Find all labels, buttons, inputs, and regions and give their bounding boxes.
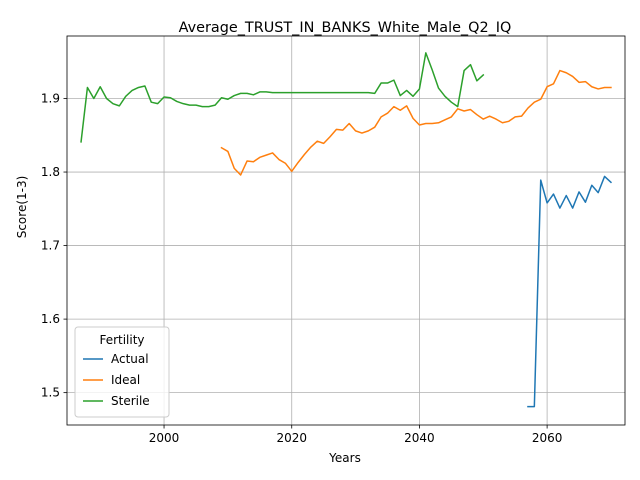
y-tick-label: 1.9: [41, 92, 60, 106]
x-tick-label: 2000: [149, 431, 180, 445]
legend-label-actual: Actual: [111, 352, 149, 366]
x-tick-label: 2040: [404, 431, 435, 445]
grid-lines: [67, 36, 625, 425]
legend-label-sterile: Sterile: [111, 394, 150, 408]
legend-box: [74, 326, 170, 418]
axis-ticks: 2000 2020 2040 2060 1.5 1.6 1.7 1.8 1.9: [41, 92, 562, 445]
series-line-sterile: [80, 52, 485, 143]
x-axis-label: Years: [328, 451, 361, 465]
legend-title: Fertility: [99, 333, 144, 347]
plot-frame: [66, 35, 626, 426]
y-tick-label: 1.6: [41, 312, 60, 326]
y-tick-label: 1.7: [41, 239, 60, 253]
legend: Fertility Actual Ideal Sterile: [74, 326, 170, 418]
x-tick-label: 2020: [276, 431, 307, 445]
x-tick-label: 2060: [532, 431, 563, 445]
y-tick-label: 1.5: [41, 386, 60, 400]
y-axis-label: Score(1-3): [15, 176, 29, 239]
series-line-ideal: [220, 69, 612, 176]
legend-items: Actual Ideal Sterile: [83, 352, 150, 408]
series-line-actual: [527, 175, 613, 408]
y-tick-label: 1.8: [41, 165, 60, 179]
chart-title: Average_TRUST_IN_BANKS_White_Male_Q2_IQ: [179, 20, 512, 36]
series-lines: [80, 52, 613, 408]
legend-label-ideal: Ideal: [111, 373, 140, 387]
